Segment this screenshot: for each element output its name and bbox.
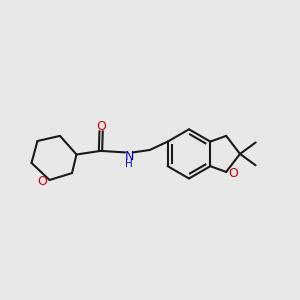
Text: H: H (125, 159, 133, 169)
Text: O: O (96, 120, 106, 133)
Text: O: O (37, 175, 47, 188)
Text: O: O (229, 167, 238, 180)
Text: N: N (124, 149, 134, 163)
